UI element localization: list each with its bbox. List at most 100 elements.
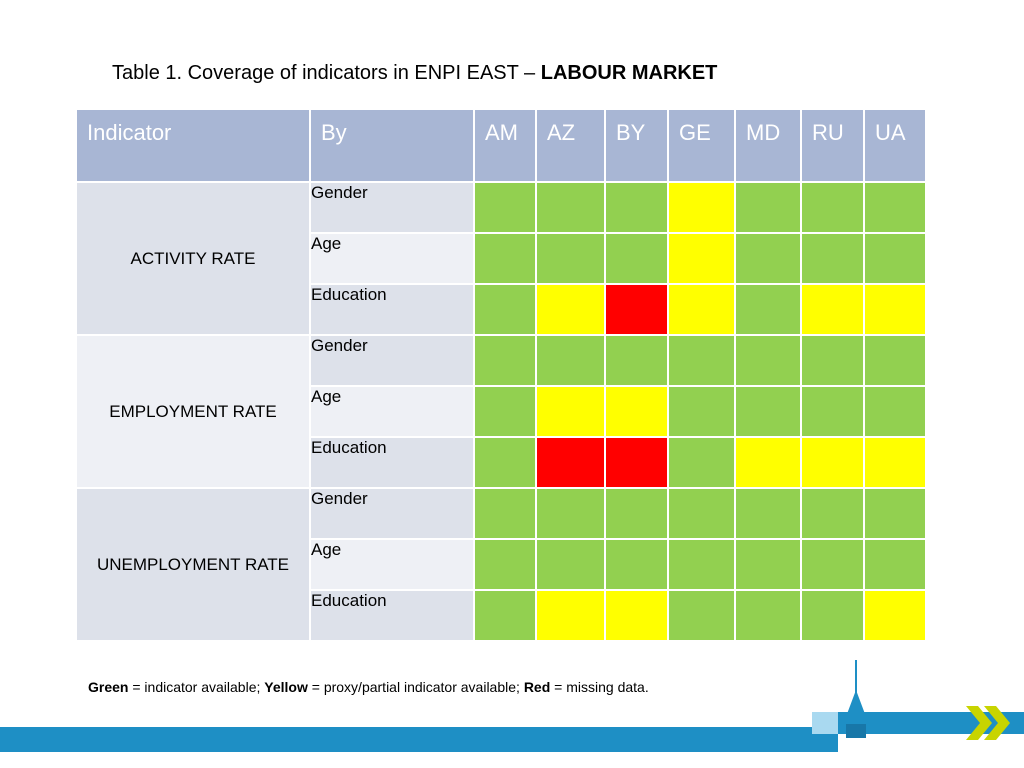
status-cell-md xyxy=(734,385,802,438)
status-cell-by xyxy=(604,385,669,438)
status-cell-md xyxy=(734,181,802,234)
header-md: MD xyxy=(734,108,802,183)
status-cell-az xyxy=(535,181,606,234)
status-cell-az xyxy=(535,334,606,387)
status-cell-am xyxy=(473,538,537,591)
status-cell-az xyxy=(535,283,606,336)
status-cell-az xyxy=(535,436,606,489)
status-cell-md xyxy=(734,589,802,642)
status-cell-am xyxy=(473,334,537,387)
status-cell-ua xyxy=(863,181,927,234)
by-cell: Gender xyxy=(309,487,475,540)
legend-red-label: Red xyxy=(523,679,551,695)
header-ua: UA xyxy=(863,108,927,183)
header-ge: GE xyxy=(667,108,736,183)
by-cell: Education xyxy=(309,589,475,642)
table-row: Education xyxy=(76,589,927,642)
status-cell-ru xyxy=(800,538,865,591)
status-cell-ru xyxy=(800,436,865,489)
footer-bar xyxy=(0,727,838,752)
status-cell-am xyxy=(473,436,537,489)
legend-green-label: Green xyxy=(88,679,129,695)
status-cell-az xyxy=(535,385,606,438)
legend: Green = indicator available; Yellow = pr… xyxy=(88,678,649,696)
status-cell-ge xyxy=(667,487,736,540)
status-cell-by xyxy=(604,538,669,591)
by-cell: Age xyxy=(309,232,475,285)
status-cell-az xyxy=(535,232,606,285)
legend-yellow-text: = proxy/partial indicator available; xyxy=(307,679,524,695)
status-cell-ge xyxy=(667,334,736,387)
status-cell-ru xyxy=(800,232,865,285)
status-cell-by xyxy=(604,436,669,489)
status-cell-ru xyxy=(800,283,865,336)
status-cell-by xyxy=(604,232,669,285)
status-cell-md xyxy=(734,487,802,540)
table-title-prefix: Table 1. Coverage of indicators in ENPI … xyxy=(112,62,541,84)
header-ru: RU xyxy=(800,108,865,183)
header-row: Indicator By AM AZ BY GE MD RU UA xyxy=(75,108,927,183)
table-title-emphasis: LABOUR MARKET xyxy=(540,62,718,84)
status-cell-ua xyxy=(863,538,927,591)
legend-yellow-label: Yellow xyxy=(264,679,308,695)
spire-logo-icon xyxy=(844,660,868,738)
status-cell-ua xyxy=(863,334,927,387)
table-row: Age xyxy=(76,538,927,591)
status-cell-ge xyxy=(667,589,736,642)
status-cell-az xyxy=(535,538,606,591)
status-cell-ua xyxy=(863,589,927,642)
header-indicator: Indicator xyxy=(75,108,311,183)
header-az: AZ xyxy=(535,108,606,183)
status-cell-by xyxy=(604,589,669,642)
status-cell-by xyxy=(604,283,669,336)
status-cell-md xyxy=(734,334,802,387)
status-cell-am xyxy=(473,487,537,540)
table-title: Table 1. Coverage of indicators in ENPI … xyxy=(112,60,717,86)
legend-green-text: = indicator available; xyxy=(128,679,265,695)
indicator-cell: ACTIVITY RATE xyxy=(75,181,311,336)
status-cell-md xyxy=(734,436,802,489)
status-cell-by xyxy=(604,487,669,540)
by-cell: Education xyxy=(309,436,475,489)
by-cell: Education xyxy=(309,283,475,336)
status-cell-ge xyxy=(667,385,736,438)
coverage-table: Indicator By AM AZ BY GE MD RU UA ACTIVI… xyxy=(75,108,927,642)
status-cell-ua xyxy=(863,436,927,489)
status-cell-ru xyxy=(800,589,865,642)
by-cell: Gender xyxy=(309,181,475,234)
by-cell: Gender xyxy=(309,334,475,387)
table-row: Education xyxy=(76,283,927,336)
status-cell-ru xyxy=(800,181,865,234)
status-cell-by xyxy=(604,334,669,387)
status-cell-az xyxy=(535,487,606,540)
status-cell-md xyxy=(734,232,802,285)
status-cell-by xyxy=(604,181,669,234)
indicator-cell: EMPLOYMENT RATE xyxy=(75,334,311,489)
table-body: ACTIVITY RATE Gender Age Education EMPLOYMEN… xyxy=(75,181,927,642)
header-by: By xyxy=(309,108,475,183)
status-cell-am xyxy=(473,232,537,285)
status-cell-ua xyxy=(863,283,927,336)
legend-red-text: = missing data. xyxy=(550,679,649,695)
status-cell-ua xyxy=(863,487,927,540)
by-cell: Age xyxy=(309,538,475,591)
status-cell-ge xyxy=(667,538,736,591)
table-row: Age xyxy=(76,232,927,285)
status-cell-md xyxy=(734,283,802,336)
header-am: AM xyxy=(473,108,537,183)
status-cell-md xyxy=(734,538,802,591)
status-cell-am xyxy=(473,283,537,336)
status-cell-ru xyxy=(800,487,865,540)
status-cell-ge xyxy=(667,181,736,234)
double-chevron-icon xyxy=(966,706,1010,740)
status-cell-ru xyxy=(800,385,865,438)
status-cell-az xyxy=(535,589,606,642)
status-cell-ge xyxy=(667,283,736,336)
header-by-country: BY xyxy=(604,108,669,183)
status-cell-am xyxy=(473,385,537,438)
table-row: Education xyxy=(76,436,927,489)
indicator-cell: UNEMPLOYMENT RATE xyxy=(75,487,311,642)
status-cell-ru xyxy=(800,334,865,387)
status-cell-ge xyxy=(667,232,736,285)
status-cell-am xyxy=(473,181,537,234)
